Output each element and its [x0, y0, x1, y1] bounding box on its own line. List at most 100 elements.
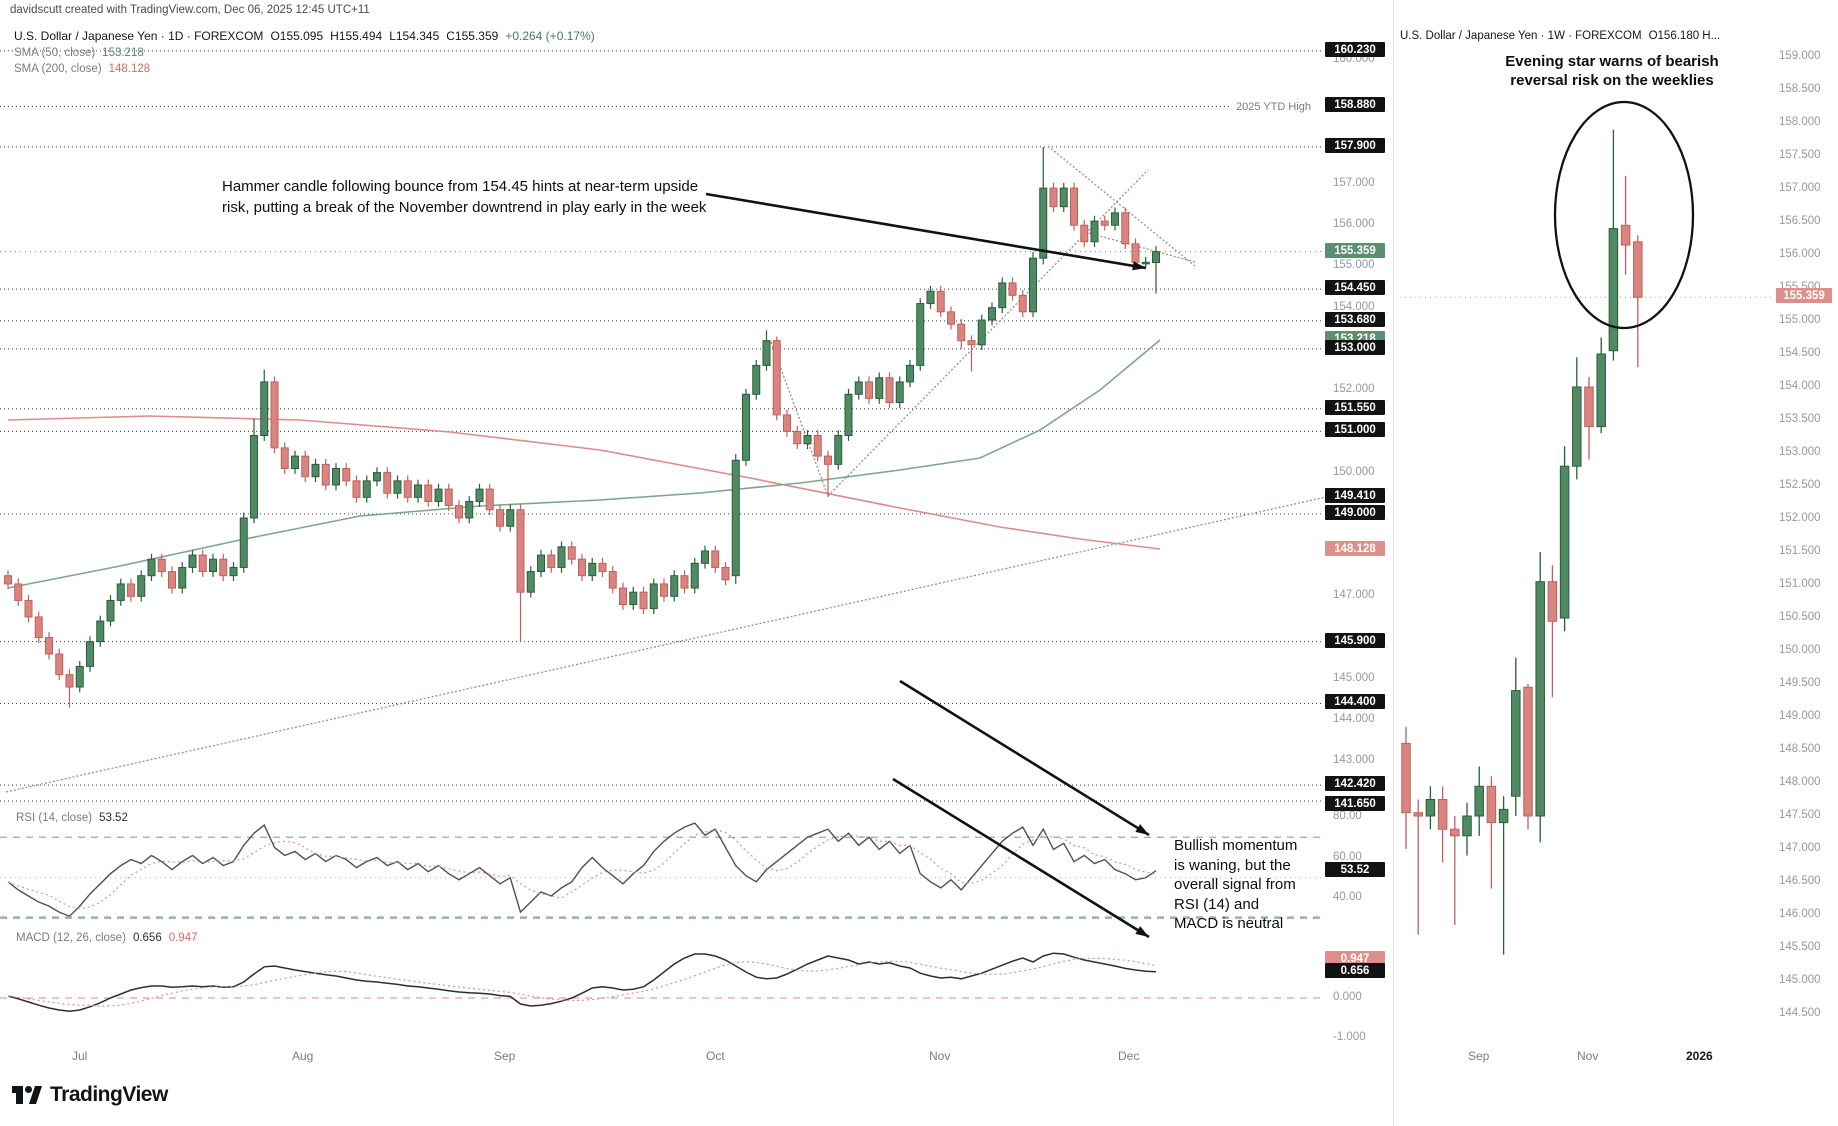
daily-candle [721, 566, 730, 581]
macd-signal-value: 0.947 [168, 932, 198, 944]
daily-candle [65, 674, 74, 688]
daily-candle [291, 455, 299, 469]
right-price-tick: 158.000 [1779, 116, 1821, 128]
daily-candle [834, 435, 843, 465]
daily-candle [690, 562, 699, 589]
attribution-text: davidscutt created with TradingView.com,… [10, 4, 370, 16]
daily-candle [1141, 261, 1150, 265]
daily-candle [209, 558, 217, 573]
right-price-tick: 147.500 [1779, 809, 1821, 821]
daily-candle [598, 562, 607, 573]
price-tick: 155.000 [1333, 259, 1375, 272]
momentum-line5: MACD is neutral [1174, 915, 1284, 932]
daily-candle [660, 583, 668, 597]
rsi-tick: 40.00 [1333, 891, 1362, 903]
daily-candle [383, 472, 392, 494]
momentum-line1: Bullish momentum [1174, 837, 1298, 854]
daily-candle [506, 509, 515, 527]
right-price-tick: 151.000 [1779, 578, 1821, 590]
price-tick: 157.000 [1333, 177, 1375, 189]
daily-candle [762, 340, 771, 366]
weekly-candle [1437, 799, 1448, 830]
daily-candle [455, 505, 463, 519]
daily-candle [157, 558, 166, 573]
daily-candle [147, 558, 156, 577]
right-price-tick: 156.000 [1779, 248, 1821, 260]
tradingview-logo[interactable]: TradingView [12, 1083, 168, 1107]
right-symbol-header[interactable]: U.S. Dollar / Japanese Yen · 1W · FOREXC… [1400, 30, 1720, 42]
left-symbol-title[interactable]: U.S. Dollar / Japanese Yen · 1D · FOREXC… [14, 29, 264, 43]
right-price-tick: 153.500 [1779, 413, 1821, 425]
price-badge: 145.900 [1325, 632, 1385, 648]
daily-candle [608, 571, 617, 589]
macd-tick: 0.000 [1333, 991, 1362, 1003]
daily-candle [229, 566, 238, 577]
weekly-candle [1425, 799, 1436, 817]
right-ohlc-partial: O156.180 H... [1648, 30, 1721, 42]
time-axis-month: Sep [494, 1049, 516, 1063]
macd-value: 0.656 [132, 932, 162, 944]
daily-candle [465, 500, 474, 519]
right-price-tick: 157.500 [1779, 149, 1821, 161]
price-badge: 157.900 [1325, 137, 1385, 153]
daily-candle [1152, 251, 1160, 264]
rsi-value: 53.52 [99, 812, 128, 824]
daily-candle [906, 364, 914, 383]
daily-candle [106, 599, 115, 622]
daily-candle [998, 282, 1007, 309]
left-high-value: H155.494 [330, 29, 383, 43]
ytd-high-label: 2025 YTD High [1236, 101, 1312, 113]
daily-candle [424, 484, 433, 502]
right-symbol-title[interactable]: U.S. Dollar / Japanese Yen · 1W · FOREXC… [1400, 30, 1642, 42]
daily-candle [516, 509, 525, 593]
weekly-candle [1608, 228, 1619, 352]
left-symbol-header[interactable]: U.S. Dollar / Japanese Yen · 1D · FOREXC… [14, 29, 595, 43]
daily-candle [752, 364, 761, 395]
daily-candle [1080, 224, 1089, 243]
daily-candle [1059, 187, 1068, 208]
price-badge: 141.650 [1325, 795, 1385, 811]
rsi-tick: 80.00 [1333, 810, 1362, 822]
price-tick: 143.000 [1333, 754, 1375, 767]
weekly-candle [1584, 386, 1594, 428]
daily-candle [239, 517, 248, 568]
evening-line2: reversal risk on the weeklies [1510, 72, 1714, 89]
hammer-annotation[interactable]: Hammer candle following bounce from 154.… [222, 176, 706, 218]
left-open-value: O155.095 [270, 29, 324, 43]
daily-candle [188, 554, 197, 568]
evening-star-ellipse [1553, 100, 1695, 330]
daily-candle [250, 435, 258, 519]
rsi-legend[interactable]: RSI (14, close) 53.52 [16, 812, 128, 824]
price-tick: 154.000 [1333, 300, 1375, 313]
momentum-annotation[interactable]: Bullish momentum is waning, but the over… [1174, 836, 1334, 934]
macd-tick: -1.000 [1333, 1031, 1366, 1043]
daily-candle [485, 488, 494, 511]
macd-legend[interactable]: MACD (12, 26, close) 0.656 0.947 [16, 932, 198, 944]
daily-candle [178, 566, 187, 589]
time-axis-month: Aug [292, 1049, 314, 1063]
daily-candle [198, 554, 207, 573]
daily-candle [1121, 212, 1130, 245]
sma200-legend[interactable]: SMA (200, close) 148.128 [14, 63, 150, 75]
right-price-tick: 145.000 [1779, 974, 1821, 986]
daily-candle [844, 393, 853, 437]
daily-candle [588, 562, 597, 577]
weekly-candle [1462, 815, 1472, 837]
daily-candle [311, 463, 320, 478]
sma50-legend[interactable]: SMA (50, close) 153.218 [14, 47, 144, 59]
daily-candle [414, 484, 422, 498]
evening-line1: Evening star warns of bearish [1505, 53, 1719, 70]
daily-candle [865, 381, 873, 399]
daily-candle [137, 575, 146, 597]
tradingview-logo-icon [12, 1086, 42, 1104]
price-tick: 147.000 [1333, 589, 1375, 602]
daily-candle [967, 340, 976, 346]
rsi-label: RSI (14, close) [16, 812, 93, 824]
evening-star-annotation[interactable]: Evening star warns of bearish reversal r… [1482, 52, 1742, 90]
right-price-tick: 146.000 [1779, 908, 1821, 920]
daily-candle [1111, 212, 1119, 226]
time-axis-month: Oct [706, 1049, 725, 1063]
weekly-candle [1401, 742, 1411, 814]
